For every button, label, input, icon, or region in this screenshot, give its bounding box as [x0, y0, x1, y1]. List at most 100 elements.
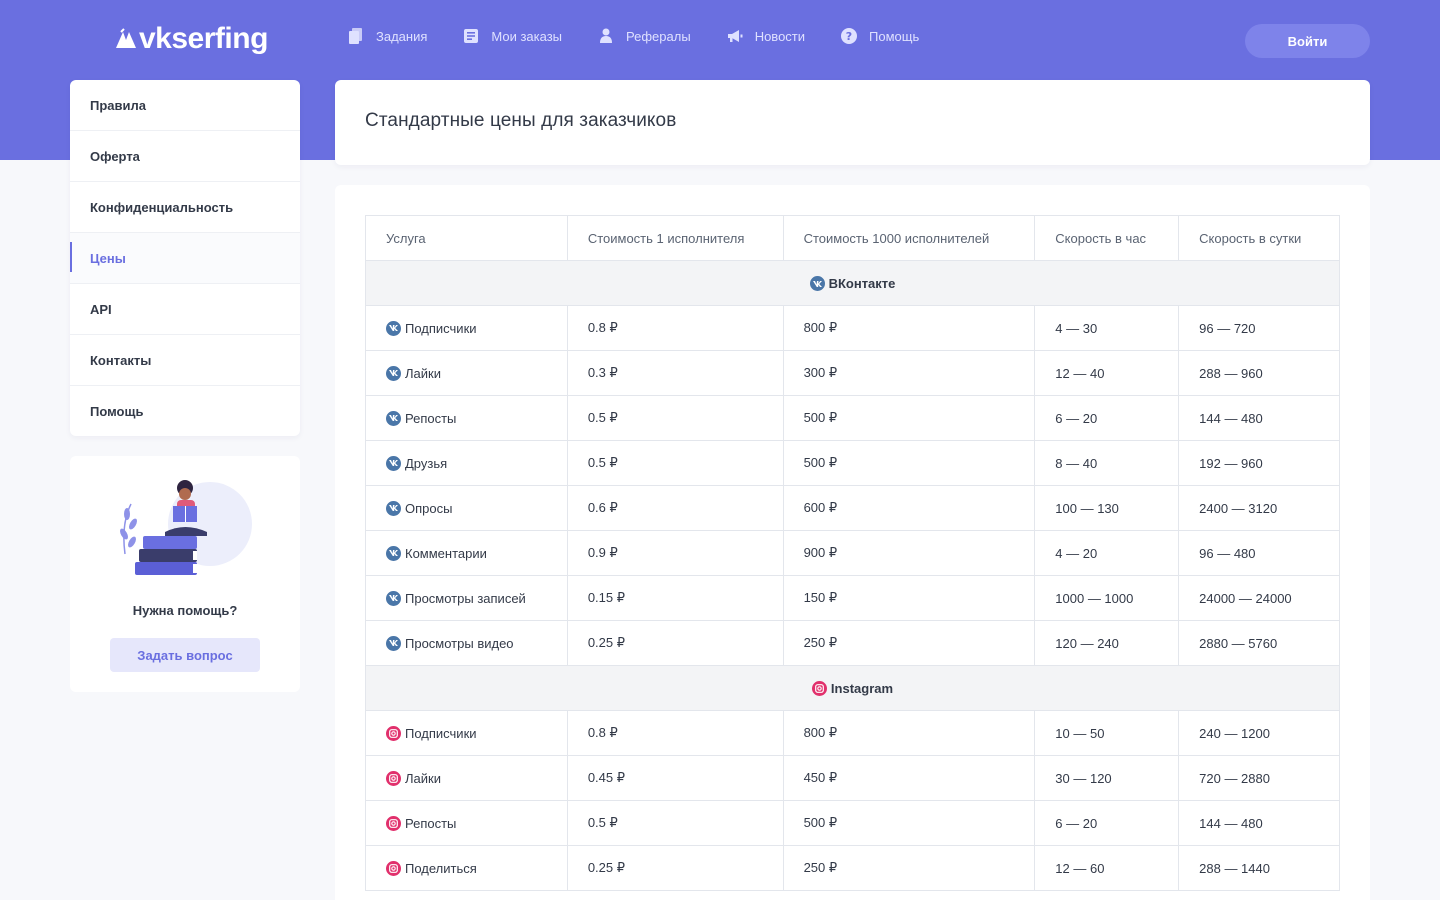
tasks-icon — [348, 28, 364, 44]
table-body: ВКонтакте Подписчики 0.8 ₽800 ₽4 — 30 96 — … — [365, 260, 1340, 891]
nav-label-referrals: Рефералы — [626, 28, 691, 44]
table-row: Поделиться 0.25 ₽250 ₽12 — 60 288 — 1440 — [365, 845, 1340, 891]
nav-item-tasks[interactable]: Задания — [348, 28, 427, 44]
group-name: ВКонтакте — [828, 276, 896, 292]
instagram-icon — [811, 680, 827, 696]
nav-label-tasks: Задания — [376, 28, 428, 44]
cell-price-one: 0.3 ₽ — [566, 350, 784, 396]
service-name: Поделиться — [405, 860, 477, 876]
cell-speed-day: 192 — 960 — [1178, 440, 1340, 486]
help-card: Нужна помощь? Задать вопрос — [70, 456, 300, 692]
column-header-service: Услуга — [365, 215, 568, 261]
table-row: Просмотры записей 0.15 ₽150 ₽1000 — 1000 2… — [365, 575, 1340, 621]
cell-price-thousand: 500 ₽ — [782, 800, 1036, 846]
sidebar-item-offer[interactable]: Оферта — [70, 131, 300, 182]
service-name: Просмотры записей — [405, 590, 526, 606]
nav-item-news[interactable]: Новости — [727, 28, 805, 44]
cell-speed-hour: 4 — 30 — [1034, 305, 1180, 351]
cell-speed-hour: 12 — 40 — [1034, 350, 1180, 396]
cell-service: Поделиться — [365, 845, 568, 891]
page-title-card: Стандартные цены для заказчиков — [335, 80, 1370, 165]
sidebar-item-prices[interactable]: Цены — [70, 233, 300, 284]
table-row: Просмотры видео 0.25 ₽250 ₽120 — 240 2880 … — [365, 620, 1340, 666]
cell-price-one: 0.9 ₽ — [566, 530, 784, 576]
vk-icon — [386, 455, 401, 471]
table-row: Друзья 0.5 ₽500 ₽8 — 40 192 — 960 — [365, 440, 1340, 486]
table-row: Подписчики 0.8 ₽800 ₽10 — 50 240 — 1200 — [365, 710, 1340, 756]
nav-item-help[interactable]: ? Помощь — [841, 28, 919, 44]
cell-price-one: 0.8 ₽ — [566, 305, 784, 351]
table-row: Репосты 0.5 ₽500 ₽6 — 20 144 — 480 — [365, 395, 1340, 441]
service-name: Просмотры видео — [405, 635, 514, 651]
cell-service: Опросы — [365, 485, 568, 531]
cell-price-thousand: 250 ₽ — [782, 845, 1036, 891]
cell-price-one: 0.6 ₽ — [566, 485, 784, 531]
cell-speed-day: 144 — 480 — [1178, 395, 1340, 441]
table-group-row: Instagram — [365, 665, 1340, 711]
service-name: Друзья — [405, 455, 448, 471]
table-header-row: Услуга Стоимость 1 исполнителя Стоимость… — [365, 215, 1340, 261]
page-title: Стандартные цены для заказчиков — [365, 110, 677, 131]
reading-person-illustration — [120, 480, 252, 575]
service-name: Подписчики — [405, 725, 477, 741]
sidebar-item-rules[interactable]: Правила — [70, 80, 300, 131]
service-name: Репосты — [405, 410, 457, 426]
sidebar-menu: Правила Оферта Конфиденциальность Цены A… — [70, 80, 300, 436]
nav-item-orders[interactable]: Мои заказы — [463, 28, 562, 44]
cell-service: Подписчики — [365, 305, 568, 351]
cell-service: Комментарии — [365, 530, 568, 576]
login-button[interactable]: Войти — [1245, 24, 1370, 58]
cell-speed-day: 720 — 2880 — [1178, 755, 1340, 801]
cell-price-one: 0.25 ₽ — [566, 620, 784, 666]
cell-speed-day: 96 — 720 — [1178, 305, 1340, 351]
nav-label-news: Новости — [754, 28, 806, 44]
cell-price-thousand: 500 ₽ — [782, 395, 1036, 441]
sidebar-item-help[interactable]: Помощь — [90, 403, 144, 419]
top-header: vkserfing Задания Мои заказы Рефералы Но… — [0, 0, 1440, 80]
group-header-cell: ВКонтакте — [365, 260, 1340, 306]
column-header-price-thousand: Стоимость 1000 исполнителей — [782, 215, 1036, 261]
sidebar-item-contacts[interactable]: Контакты — [70, 335, 300, 386]
cell-price-one: 0.45 ₽ — [566, 755, 784, 801]
nav-item-referrals[interactable]: Рефералы — [598, 28, 691, 44]
instagram-icon — [386, 860, 401, 876]
cell-speed-day: 288 — 960 — [1178, 350, 1340, 396]
sidebar-item-api[interactable]: API — [70, 284, 300, 335]
table-row: Лайки 0.3 ₽300 ₽12 — 40 288 — 960 — [365, 350, 1340, 396]
cell-price-thousand: 150 ₽ — [782, 575, 1036, 621]
service-name: Опросы — [405, 500, 453, 516]
cell-service: Репосты — [365, 395, 568, 441]
cell-speed-hour: 12 — 60 — [1034, 845, 1180, 891]
cell-speed-hour: 1000 — 1000 — [1034, 575, 1180, 621]
sidebar-item-privacy[interactable]: Конфиденциальность — [70, 182, 300, 233]
cell-service: Просмотры записей — [365, 575, 568, 621]
table-row: Подписчики 0.8 ₽800 ₽4 — 30 96 — 720 — [365, 305, 1340, 351]
cell-price-thousand: 600 ₽ — [782, 485, 1036, 531]
column-header-speed-day: Скорость в сутки — [1178, 215, 1340, 261]
vk-icon — [386, 635, 401, 651]
cell-speed-day: 24000 — 24000 — [1178, 575, 1340, 621]
nav-label-orders: Мои заказы — [491, 28, 563, 44]
prices-table: Услуга Стоимость 1 исполнителя Стоимость… — [365, 215, 1340, 891]
group-header-cell: Instagram — [365, 665, 1340, 711]
cell-price-one: 0.5 ₽ — [566, 440, 784, 486]
referrals-icon — [598, 28, 614, 44]
vk-icon — [386, 320, 401, 336]
nav-label-help: Помощь — [869, 28, 920, 44]
cell-speed-hour: 6 — 20 — [1034, 800, 1180, 846]
vk-icon — [809, 276, 825, 292]
cell-service: Просмотры видео — [365, 620, 568, 666]
cell-speed-day: 2400 — 3120 — [1178, 485, 1340, 531]
vk-icon — [386, 365, 401, 381]
cell-service: Лайки — [365, 350, 568, 396]
cell-price-thousand: 300 ₽ — [782, 350, 1036, 396]
cell-price-thousand: 500 ₽ — [782, 440, 1036, 486]
vk-icon — [386, 410, 401, 426]
cell-speed-hour: 30 — 120 — [1034, 755, 1180, 801]
cell-speed-day: 144 — 480 — [1178, 800, 1340, 846]
orders-icon — [463, 28, 479, 44]
logo[interactable]: vkserfing — [115, 22, 268, 56]
cell-speed-hour: 100 — 130 — [1034, 485, 1180, 531]
table-row: Лайки 0.45 ₽450 ₽30 — 120 720 — 2880 — [365, 755, 1340, 801]
ask-question-button[interactable]: Задать вопрос — [110, 638, 260, 672]
